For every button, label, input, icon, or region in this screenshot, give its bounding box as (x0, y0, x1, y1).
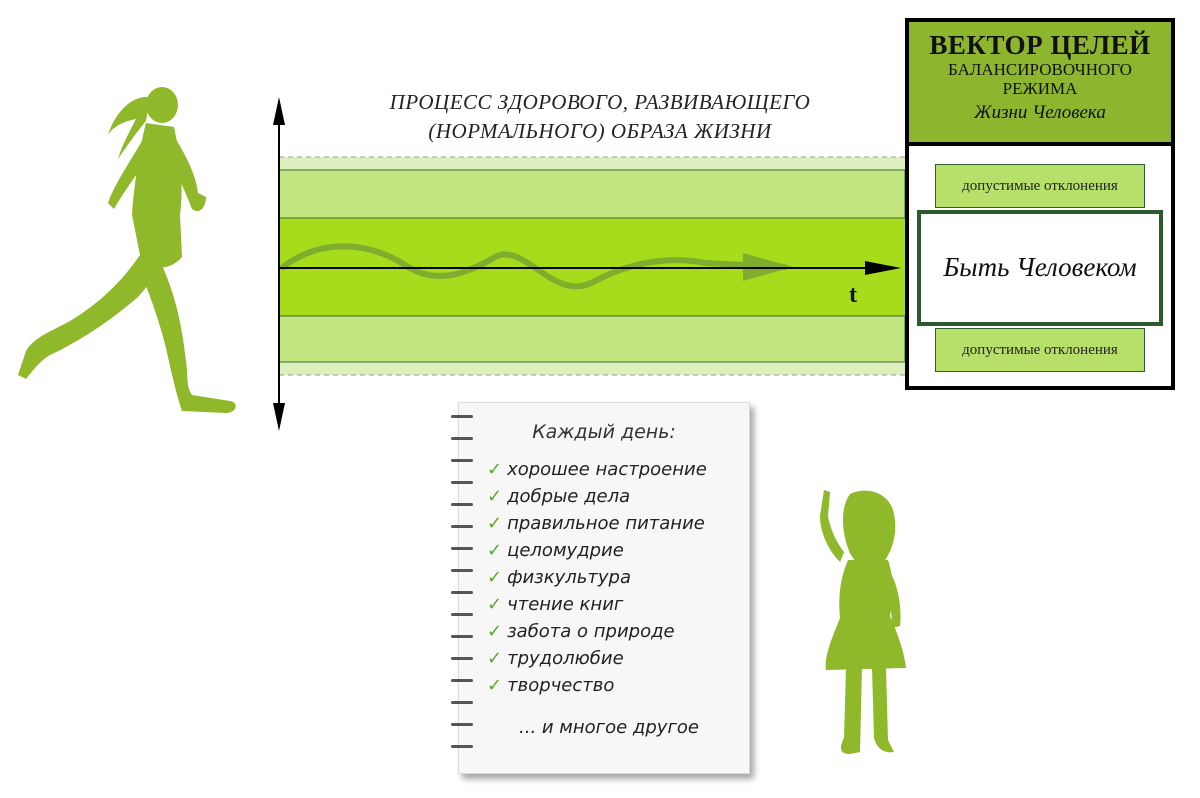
girl-silhouette (820, 490, 906, 754)
t-axis-label: t (849, 282, 857, 308)
process-title-line2: (НОРМАЛЬНОГО) ОБРАЗА ЖИЗНИ (428, 119, 772, 143)
process-title: ПРОЦЕСС ЗДОРОВОГО, РАЗВИВАЮЩЕГО (НОРМАЛЬ… (300, 88, 900, 146)
list-item: ✓ физкультура (487, 567, 707, 594)
spiral-ring (451, 723, 473, 726)
spiral-ring (451, 503, 473, 506)
list-item: ✓ добрые дела (487, 486, 707, 513)
check-icon: ✓ (487, 675, 503, 696)
check-icon: ✓ (487, 594, 503, 615)
spiral-ring (451, 547, 473, 550)
deviation-top-box: допустимые отклонения (935, 164, 1145, 208)
list-item-label: творчество (507, 675, 615, 696)
spiral-ring (451, 613, 473, 616)
list-item: ✓ трудолюбие (487, 648, 707, 675)
spiral-ring (451, 701, 473, 704)
vertical-axis-bottom-arrowhead (273, 403, 285, 431)
check-icon: ✓ (487, 648, 503, 669)
spiral-ring (451, 591, 473, 594)
spiral-ring (451, 437, 473, 440)
check-icon: ✓ (487, 540, 503, 561)
list-item: ✓ целомудрие (487, 540, 707, 567)
check-icon: ✓ (487, 567, 503, 588)
notebook-title: Каждый день: (532, 421, 676, 443)
spiral-ring (451, 679, 473, 682)
check-icon: ✓ (487, 486, 503, 507)
time-axis-arrowhead (865, 261, 901, 275)
check-icon: ✓ (487, 621, 503, 642)
notebook-list: ✓ хорошее настроение ✓ добрые дела ✓ правил… (487, 459, 707, 702)
process-title-line1: ПРОЦЕСС ЗДОРОВОГО, РАЗВИВАЮЩЕГО (389, 90, 811, 114)
spiral-ring (451, 481, 473, 484)
runner-silhouette (18, 87, 236, 413)
check-icon: ✓ (487, 459, 503, 480)
list-item: ✓ правильное питание (487, 513, 707, 540)
spiral-ring (451, 745, 473, 748)
list-item-label: целомудрие (507, 540, 624, 561)
list-item: ✓ хорошее настроение (487, 459, 707, 486)
list-item-label: хорошее настроение (507, 459, 707, 480)
list-item-label: чтение книг (507, 594, 624, 615)
list-item-label: забота о природе (507, 621, 675, 642)
list-item: ✓ чтение книг (487, 594, 707, 621)
goal-vector-subtitle-2: РЕЖИМА (1002, 79, 1078, 98)
list-item-label: добрые дела (507, 486, 631, 507)
spiral-ring (451, 459, 473, 462)
spiral-ring (451, 569, 473, 572)
goal-vector-header: ВЕКТОР ЦЕЛЕЙ БАЛАНСИРОВОЧНОГО РЕЖИМА Жиз… (909, 22, 1171, 146)
list-item: ✓ забота о природе (487, 621, 707, 648)
spiral-ring (451, 635, 473, 638)
goal-vector-subtitle-1: БАЛАНСИРОВОЧНОГО (948, 60, 1132, 79)
goal-vector-subtitle-3: Жизни Человека (974, 102, 1106, 123)
be-human-box: Быть Человеком (917, 210, 1163, 326)
list-item-label: трудолюбие (507, 648, 624, 669)
spiral-ring (451, 525, 473, 528)
list-item-label: правильное питание (507, 513, 705, 534)
deviation-bottom-box: допустимые отклонения (935, 328, 1145, 372)
daily-notebook: Каждый день: ✓ хорошее настроение ✓ добрые… (451, 402, 750, 774)
process-band: t (273, 97, 905, 431)
spiral-ring (451, 415, 473, 418)
vertical-axis-top-arrowhead (273, 97, 285, 125)
list-item-label: физкультура (507, 567, 631, 588)
notebook-more-text: ... и многое другое (519, 717, 699, 738)
check-icon: ✓ (487, 513, 503, 534)
spiral-ring (451, 657, 473, 660)
goal-vector-box: ВЕКТОР ЦЕЛЕЙ БАЛАНСИРОВОЧНОГО РЕЖИМА Жиз… (905, 18, 1175, 390)
goal-vector-title: ВЕКТОР ЦЕЛЕЙ (929, 30, 1151, 60)
list-item: ✓ творчество (487, 675, 707, 702)
